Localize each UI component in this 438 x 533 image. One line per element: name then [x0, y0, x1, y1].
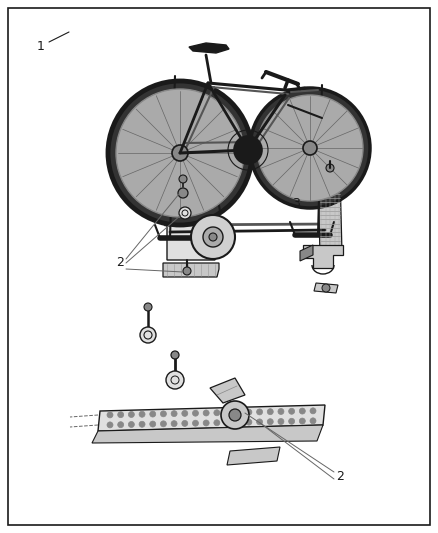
Circle shape	[257, 409, 262, 415]
Circle shape	[322, 284, 330, 292]
Polygon shape	[227, 447, 280, 465]
Circle shape	[246, 409, 252, 415]
Circle shape	[257, 419, 262, 425]
Circle shape	[267, 409, 273, 415]
Circle shape	[209, 233, 217, 241]
Circle shape	[171, 351, 179, 359]
Circle shape	[221, 401, 249, 429]
Polygon shape	[189, 43, 229, 53]
Circle shape	[246, 419, 252, 425]
Circle shape	[166, 371, 184, 389]
Circle shape	[192, 410, 198, 416]
Circle shape	[179, 175, 187, 183]
Circle shape	[235, 409, 241, 415]
Circle shape	[214, 410, 220, 416]
Circle shape	[140, 327, 156, 343]
Text: 3: 3	[292, 197, 300, 210]
Circle shape	[182, 410, 188, 416]
Circle shape	[171, 410, 177, 417]
Circle shape	[203, 420, 209, 426]
Circle shape	[303, 141, 317, 155]
Circle shape	[182, 421, 188, 426]
Circle shape	[108, 81, 252, 225]
Circle shape	[310, 418, 316, 424]
Polygon shape	[98, 405, 325, 431]
Circle shape	[235, 419, 241, 425]
Circle shape	[289, 418, 295, 424]
Polygon shape	[303, 245, 343, 268]
Circle shape	[326, 164, 334, 172]
Circle shape	[250, 88, 370, 208]
Polygon shape	[300, 245, 313, 261]
Circle shape	[299, 408, 305, 414]
Circle shape	[128, 411, 134, 417]
Circle shape	[214, 420, 220, 426]
Text: 2: 2	[116, 256, 124, 270]
Circle shape	[234, 136, 262, 164]
Circle shape	[203, 227, 223, 247]
Circle shape	[150, 421, 156, 427]
Circle shape	[310, 408, 316, 414]
Polygon shape	[210, 378, 245, 403]
Circle shape	[172, 145, 188, 161]
Text: 2: 2	[336, 470, 344, 482]
Circle shape	[267, 419, 273, 425]
Circle shape	[116, 89, 244, 217]
Circle shape	[144, 303, 152, 311]
Circle shape	[229, 409, 241, 421]
Polygon shape	[318, 173, 342, 255]
Circle shape	[178, 188, 188, 198]
Circle shape	[128, 422, 134, 427]
Circle shape	[257, 95, 363, 201]
Circle shape	[139, 411, 145, 417]
Circle shape	[203, 410, 209, 416]
Circle shape	[118, 411, 124, 418]
Circle shape	[192, 420, 198, 426]
Circle shape	[160, 411, 166, 417]
Circle shape	[160, 421, 166, 427]
Polygon shape	[167, 180, 215, 260]
Circle shape	[107, 422, 113, 428]
Circle shape	[118, 422, 124, 427]
Circle shape	[299, 418, 305, 424]
Circle shape	[107, 412, 113, 418]
Circle shape	[278, 408, 284, 415]
Circle shape	[289, 408, 295, 414]
Circle shape	[183, 267, 191, 275]
Circle shape	[179, 207, 191, 219]
Circle shape	[225, 419, 230, 425]
Circle shape	[191, 215, 235, 259]
Circle shape	[139, 421, 145, 427]
Polygon shape	[163, 263, 219, 277]
Circle shape	[225, 409, 230, 416]
Circle shape	[278, 418, 284, 424]
Circle shape	[171, 421, 177, 426]
Polygon shape	[92, 425, 323, 443]
Polygon shape	[314, 283, 338, 293]
Text: 1: 1	[37, 39, 45, 52]
Circle shape	[150, 411, 156, 417]
